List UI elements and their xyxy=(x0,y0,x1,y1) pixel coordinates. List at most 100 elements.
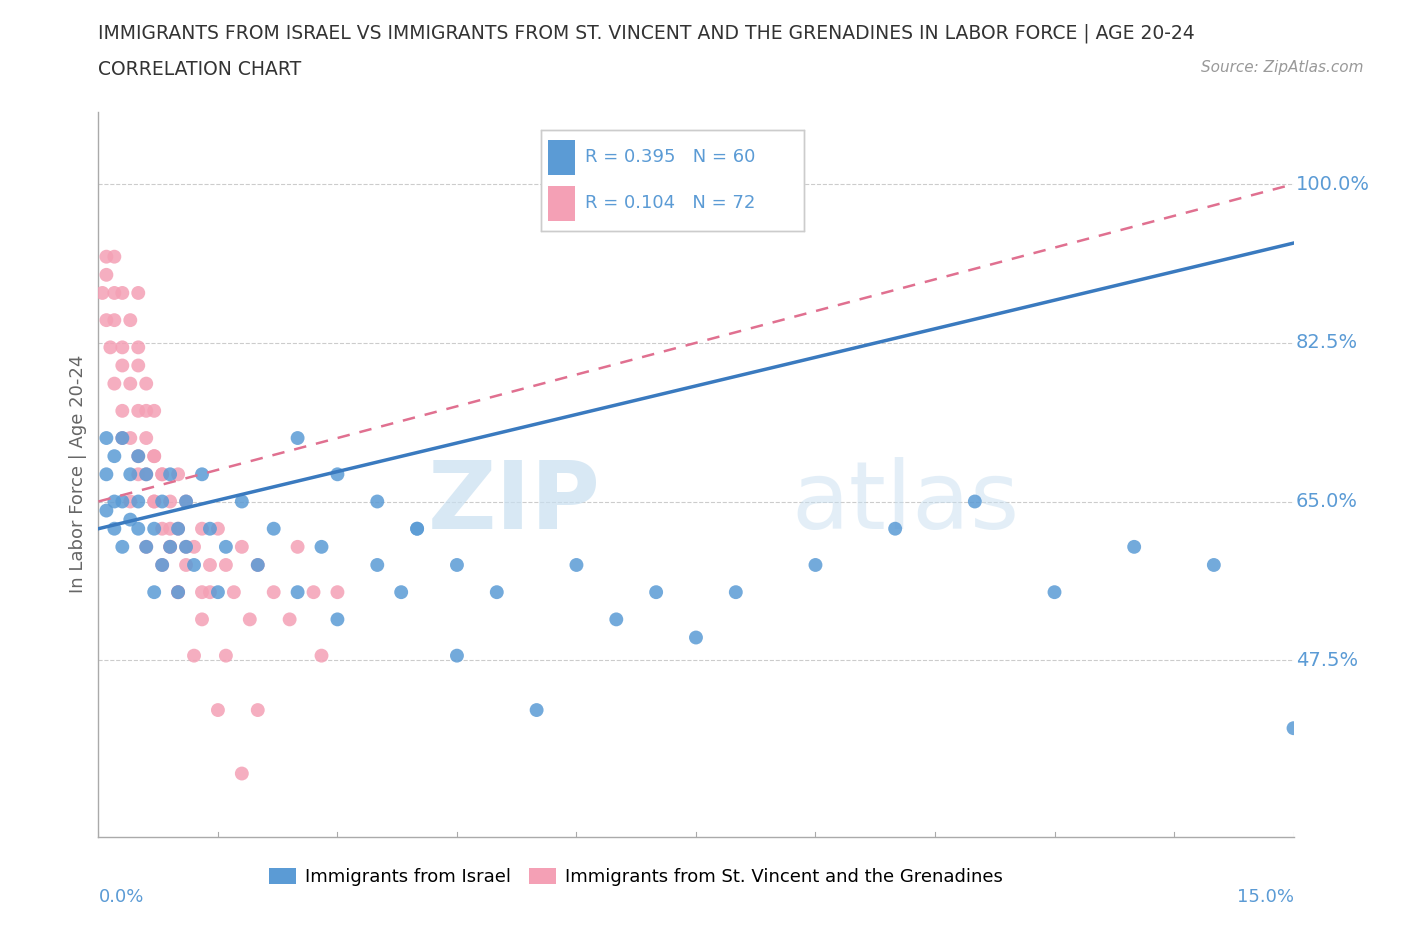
Point xyxy=(804,558,827,573)
Text: 65.0%: 65.0% xyxy=(1296,492,1358,511)
Point xyxy=(215,539,238,554)
Point xyxy=(150,558,173,573)
Point xyxy=(963,494,986,509)
Point xyxy=(96,268,118,283)
Point xyxy=(605,612,627,627)
Point xyxy=(207,521,229,536)
Point xyxy=(198,585,221,600)
Point xyxy=(127,340,149,355)
Point xyxy=(111,539,134,554)
Point xyxy=(215,648,238,663)
Text: atlas: atlas xyxy=(792,458,1019,550)
Point xyxy=(103,449,125,464)
Point xyxy=(103,377,125,392)
Text: 100.0%: 100.0% xyxy=(1296,175,1369,193)
Y-axis label: In Labor Force | Age 20-24: In Labor Force | Age 20-24 xyxy=(69,355,87,593)
Point xyxy=(159,539,181,554)
Point xyxy=(174,494,197,509)
Point xyxy=(287,539,309,554)
Point xyxy=(159,467,181,482)
Point xyxy=(287,585,309,600)
Point xyxy=(111,340,134,355)
Point xyxy=(1043,585,1066,600)
Point xyxy=(150,494,173,509)
Text: Source: ZipAtlas.com: Source: ZipAtlas.com xyxy=(1201,60,1364,75)
Point xyxy=(198,521,221,536)
Point xyxy=(406,521,429,536)
Point xyxy=(366,494,388,509)
Point xyxy=(167,585,190,600)
Point xyxy=(159,539,181,554)
Point xyxy=(127,494,149,509)
Point xyxy=(406,521,429,536)
Point xyxy=(231,494,253,509)
Point xyxy=(143,585,166,600)
Point xyxy=(127,286,149,300)
Point xyxy=(159,494,181,509)
Point xyxy=(231,766,253,781)
Point xyxy=(111,286,134,300)
Point xyxy=(127,449,149,464)
Point xyxy=(135,467,157,482)
Point xyxy=(198,558,221,573)
Point xyxy=(174,494,197,509)
Point xyxy=(389,585,412,600)
Point xyxy=(103,286,125,300)
Point xyxy=(326,467,349,482)
Text: IMMIGRANTS FROM ISRAEL VS IMMIGRANTS FROM ST. VINCENT AND THE GRENADINES IN LABO: IMMIGRANTS FROM ISRAEL VS IMMIGRANTS FRO… xyxy=(98,23,1195,43)
Point xyxy=(645,585,668,600)
Point xyxy=(127,404,149,418)
Point xyxy=(111,358,134,373)
Point xyxy=(1202,558,1225,573)
Point xyxy=(724,585,747,600)
Point xyxy=(239,612,262,627)
Text: 47.5%: 47.5% xyxy=(1296,651,1358,670)
Point xyxy=(120,377,142,392)
Point xyxy=(120,494,142,509)
Point xyxy=(446,558,468,573)
Point xyxy=(150,467,173,482)
Point xyxy=(1282,721,1305,736)
Point xyxy=(183,558,205,573)
Point xyxy=(366,558,388,573)
Point xyxy=(127,449,149,464)
Point xyxy=(135,404,157,418)
Point xyxy=(231,539,253,554)
Point xyxy=(287,431,309,445)
Point xyxy=(127,521,149,536)
Point xyxy=(143,404,166,418)
Point xyxy=(246,703,269,718)
Point xyxy=(135,377,157,392)
Point xyxy=(143,449,166,464)
Point xyxy=(191,521,214,536)
Point xyxy=(485,585,508,600)
Point xyxy=(143,494,166,509)
Legend: Immigrants from Israel, Immigrants from St. Vincent and the Grenadines: Immigrants from Israel, Immigrants from … xyxy=(262,860,1011,893)
Point xyxy=(246,558,269,573)
Point xyxy=(96,312,118,327)
Point xyxy=(1123,539,1146,554)
Point xyxy=(150,521,173,536)
Point xyxy=(183,648,205,663)
Point xyxy=(127,358,149,373)
Point xyxy=(143,449,166,464)
Point xyxy=(526,703,548,718)
Point xyxy=(127,467,149,482)
Point xyxy=(159,521,181,536)
Point xyxy=(111,494,134,509)
Point xyxy=(120,312,142,327)
Point xyxy=(103,521,125,536)
Point xyxy=(167,521,190,536)
Point xyxy=(207,585,229,600)
Point xyxy=(135,431,157,445)
Point xyxy=(150,467,173,482)
Point xyxy=(215,558,238,573)
Text: 0.0%: 0.0% xyxy=(98,888,143,906)
Point xyxy=(91,286,114,300)
Point xyxy=(103,494,125,509)
Point xyxy=(143,521,166,536)
Point xyxy=(96,467,118,482)
Point xyxy=(103,249,125,264)
Point xyxy=(120,512,142,527)
Point xyxy=(167,467,190,482)
